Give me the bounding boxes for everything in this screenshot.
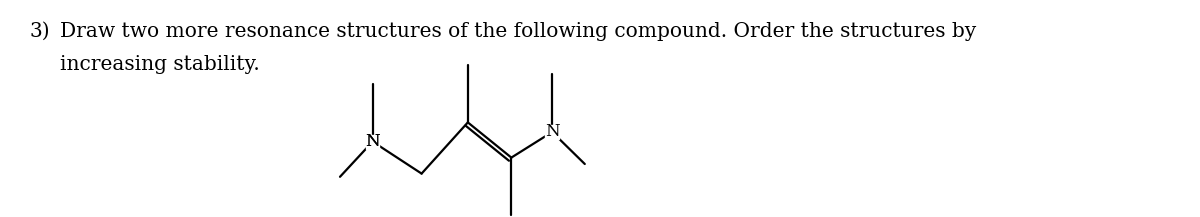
Bar <box>366 135 379 149</box>
Text: N: N <box>365 133 380 150</box>
Bar <box>545 125 559 139</box>
Text: 3): 3) <box>29 22 49 41</box>
Text: N: N <box>545 123 559 140</box>
Text: N: N <box>365 133 380 150</box>
Text: Draw two more resonance structures of the following compound. Order the structur: Draw two more resonance structures of th… <box>60 22 977 41</box>
Text: increasing stability.: increasing stability. <box>60 55 260 74</box>
